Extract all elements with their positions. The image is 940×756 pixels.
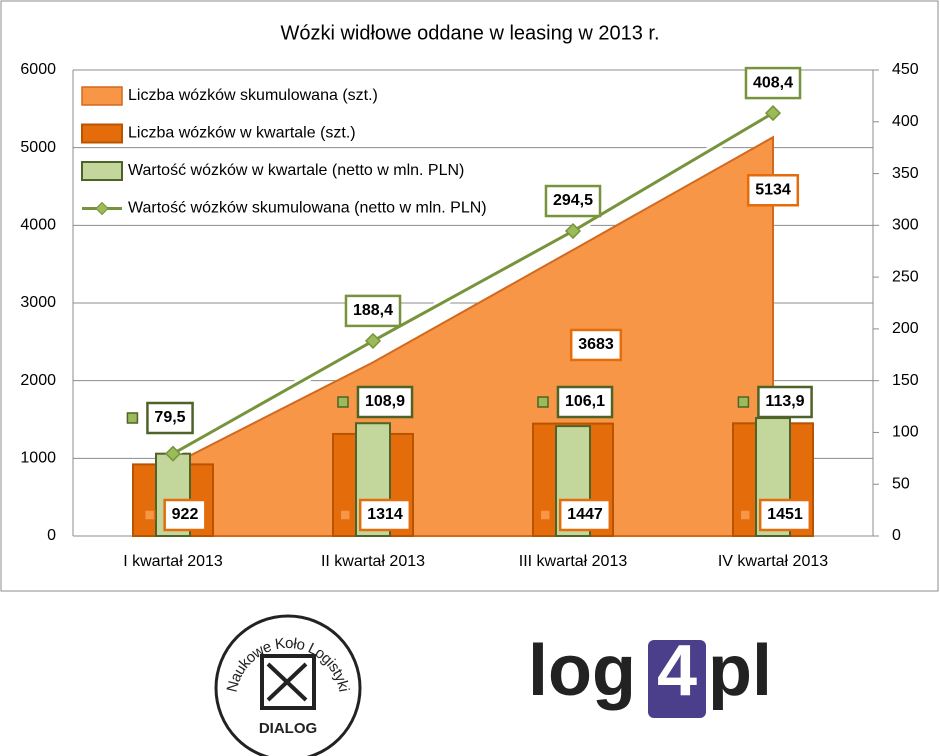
logo-log: log	[528, 631, 636, 711]
line	[172, 111, 774, 455]
logo-arrows	[266, 662, 308, 702]
logo-ring	[214, 614, 362, 756]
label-key	[737, 396, 750, 408]
y2-tick-label: 150	[892, 372, 919, 389]
data-label-box	[757, 385, 813, 419]
data-label: 1447	[567, 506, 603, 523]
legend-label: Liczba wózków skumulowana (szt.)	[128, 87, 378, 104]
y2-tick-label: 450	[892, 61, 919, 78]
y2-tick-label: 300	[892, 217, 919, 234]
legend-key	[81, 86, 123, 106]
legend-marker	[95, 201, 109, 216]
data-label: 5134	[755, 181, 791, 198]
data-label: 188,4	[353, 302, 393, 319]
data-label: 79,5	[154, 409, 185, 426]
label-key	[126, 412, 139, 424]
data-label-box	[544, 184, 602, 218]
label-key	[537, 396, 549, 408]
data-label: 106,1	[565, 393, 605, 410]
y-tick-label: 3000	[20, 294, 56, 311]
x-tick-label: II kwartał 2013	[321, 553, 425, 570]
label-key	[739, 509, 751, 521]
x-tick-label: I kwartał 2013	[123, 553, 223, 570]
chart-title: Wózki widłowe oddane w leasing w 2013 r.	[280, 22, 659, 44]
line-marker	[364, 332, 382, 349]
data-label-box	[558, 498, 612, 532]
line-marker	[164, 445, 182, 462]
data-label-box	[556, 385, 614, 419]
logo-box	[648, 640, 706, 718]
data-label-box	[146, 401, 194, 435]
data-label: 408,4	[753, 74, 793, 91]
logo-pl: pl	[708, 631, 772, 711]
data-label-box	[356, 385, 414, 419]
label-key	[337, 396, 349, 408]
logo-4: 4	[657, 631, 697, 711]
y2-tick-label: 100	[892, 424, 919, 441]
data-label: 1451	[767, 506, 803, 523]
legend-key	[81, 161, 123, 181]
label-key	[143, 509, 156, 521]
line-marker	[764, 105, 782, 122]
y-tick-label: 2000	[20, 372, 56, 389]
y2-tick-label: 50	[892, 475, 910, 492]
data-label-box	[758, 498, 812, 532]
data-label: 3683	[578, 336, 614, 353]
data-label-box	[744, 66, 802, 100]
data-label: 922	[172, 506, 199, 523]
y-tick-label: 6000	[20, 61, 56, 78]
y2-tick-label: 400	[892, 113, 919, 130]
y-tick-label: 0	[47, 527, 56, 544]
label-key	[339, 509, 351, 521]
logo-dialog: DIALOG	[259, 720, 317, 737]
legend-label: Liczba wózków w kwartale (szt.)	[128, 125, 356, 142]
legend-label: Wartość wózków skumulowana (netto w mln.…	[128, 200, 487, 217]
data-label-box	[163, 498, 207, 532]
x-tick-label: IV kwartał 2013	[718, 553, 828, 570]
data-label-box	[358, 498, 412, 532]
data-label: 113,9	[765, 393, 804, 410]
legend-key	[81, 123, 123, 144]
y2-tick-label: 0	[892, 527, 901, 544]
y2-tick-label: 250	[892, 268, 919, 285]
y-tick-label: 1000	[20, 450, 56, 467]
x-tick-label: III kwartał 2013	[519, 553, 628, 570]
data-label-box	[344, 294, 402, 328]
y-tick-label: 5000	[20, 139, 56, 156]
data-label-box	[569, 328, 623, 362]
y-tick-label: 4000	[20, 217, 56, 234]
data-label: 108,9	[365, 393, 405, 410]
label-key	[539, 509, 551, 521]
data-label: 1314	[367, 506, 403, 523]
data-label-box	[746, 174, 800, 207]
data-label: 294,5	[553, 192, 593, 209]
y2-tick-label: 350	[892, 165, 919, 182]
line-marker	[564, 222, 582, 240]
legend-label: Wartość wózków w kwartale (netto w mln. …	[128, 162, 464, 179]
y2-tick-label: 200	[892, 320, 919, 337]
